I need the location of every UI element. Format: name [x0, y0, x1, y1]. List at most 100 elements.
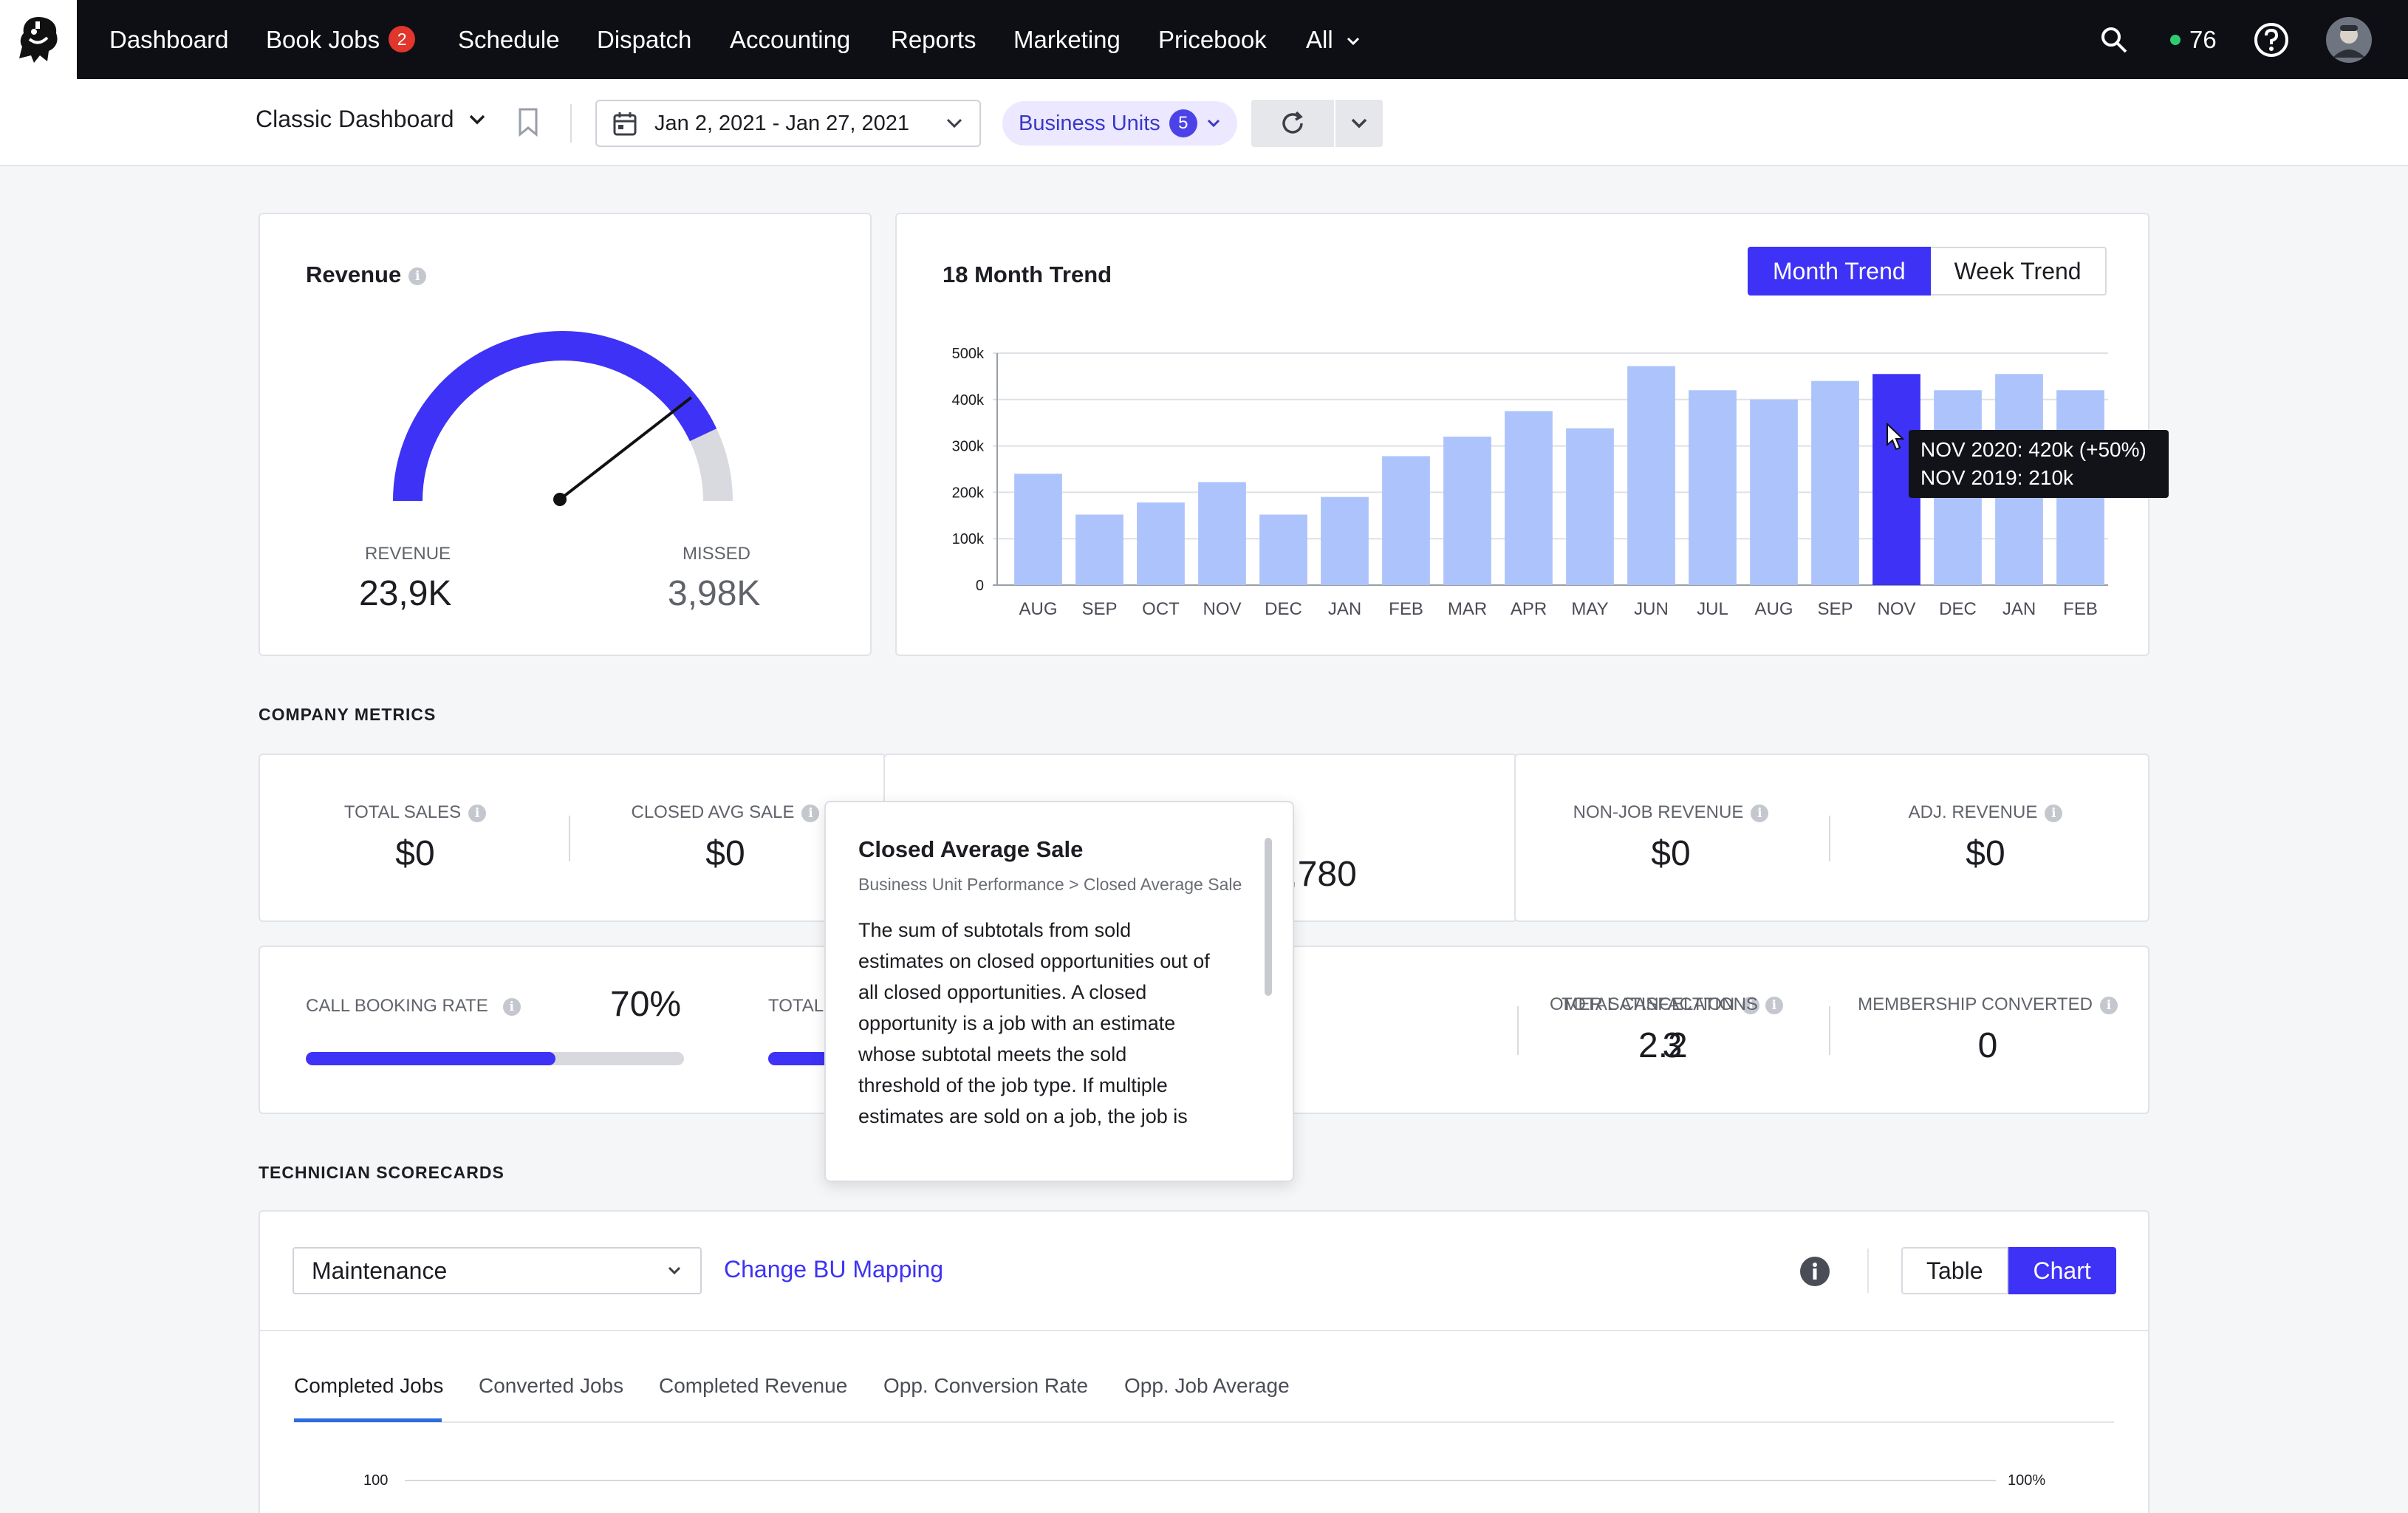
- logo-icon: [19, 16, 58, 63]
- help-icon: [2254, 22, 2288, 57]
- chart-bar[interactable]: [1689, 390, 1737, 585]
- metric-non-job-revenue: NON-JOB REVENUE i $0: [1530, 802, 1811, 874]
- metric-total-sales: TOTAL SALES i $0: [275, 802, 555, 874]
- chart-bar[interactable]: [1014, 474, 1062, 585]
- info-icon[interactable]: i: [801, 804, 820, 822]
- metric-divider: [569, 816, 570, 861]
- chart-bar[interactable]: [1198, 482, 1246, 585]
- x-tick-label: JUL: [1697, 599, 1728, 619]
- business-unit-select[interactable]: Maintenance: [293, 1247, 702, 1294]
- info-icon[interactable]: i: [408, 267, 427, 285]
- dashboard-toolbar: Classic Dashboard Jan 2, 2021 - Jan 27, …: [0, 79, 2408, 166]
- popover-line: The sum of subtotals from sold: [858, 919, 1132, 941]
- chart-bar[interactable]: [1075, 514, 1123, 585]
- chart-y-ticks: 0 100k 200k 300k 400k 500k: [952, 346, 985, 594]
- call-booking-rate-bar: [306, 1052, 684, 1065]
- refresh-button[interactable]: [1251, 100, 1334, 147]
- user-avatar[interactable]: [2325, 0, 2373, 79]
- avatar-icon: [2326, 16, 2372, 63]
- nav-marketing-label: Marketing: [1013, 26, 1121, 53]
- scorecard-chart-axis: 100 100%: [363, 1472, 2045, 1489]
- chart-bar[interactable]: [1382, 456, 1430, 585]
- x-tick-label: JAN: [1328, 599, 1361, 619]
- nav-dispatch[interactable]: Dispatch: [597, 0, 691, 79]
- x-tick-label: JUN: [1634, 599, 1669, 619]
- x-tick-label: MAR: [1448, 599, 1487, 619]
- metric-value: $0: [395, 834, 435, 873]
- chart-tooltip: NOV 2020: 420k (+50%) NOV 2019: 210k: [1909, 430, 2169, 498]
- y-tick-label: 400k: [952, 392, 985, 409]
- chart-bar[interactable]: [1505, 411, 1553, 586]
- popover-line: opportunity is a job with an estimate: [858, 1012, 1176, 1034]
- nav-marketing[interactable]: Marketing: [1013, 0, 1121, 79]
- tab-opp-job-average[interactable]: Opp. Job Average: [1124, 1374, 1290, 1397]
- search-button[interactable]: [2099, 0, 2129, 79]
- tab-completed-jobs[interactable]: Completed Jobs: [294, 1374, 444, 1397]
- dashboard-select[interactable]: Classic Dashboard: [256, 106, 487, 133]
- bookmark-icon: [519, 108, 538, 137]
- bookmark-button[interactable]: [516, 107, 541, 140]
- chart-bar[interactable]: [1321, 496, 1369, 585]
- business-units-count: 5: [1169, 109, 1197, 137]
- chart-bar[interactable]: [1566, 428, 1614, 585]
- nav-schedule[interactable]: Schedule: [458, 0, 560, 79]
- table-chart-toggle: Table Chart: [1901, 1247, 2116, 1294]
- tooltip-line-previous: NOV 2019: 210k: [1920, 466, 2074, 489]
- popover-breadcrumb: Business Unit Performance > Closed Avera…: [858, 875, 1242, 894]
- metric-adj-revenue: ADJ. REVENUE i $0: [1845, 802, 2126, 874]
- business-units-filter[interactable]: Business Units 5: [1002, 101, 1237, 146]
- metric-divider: [1517, 1006, 1519, 1055]
- chart-bar[interactable]: [1811, 380, 1859, 585]
- tab-completed-revenue[interactable]: Completed Revenue: [659, 1374, 848, 1397]
- active-tab-indicator: [294, 1418, 442, 1422]
- info-icon[interactable]: i: [468, 804, 487, 822]
- app-logo[interactable]: [0, 0, 77, 79]
- y-tick-label: 0: [976, 578, 984, 594]
- change-bu-mapping-link[interactable]: Change BU Mapping: [724, 1256, 944, 1283]
- chart-bar[interactable]: [1259, 514, 1307, 585]
- date-range-picker[interactable]: Jan 2, 2021 - Jan 27, 2021: [595, 100, 981, 147]
- x-tick-label: FEB: [2063, 599, 2098, 619]
- nav-pricebook[interactable]: Pricebook: [1158, 0, 1267, 79]
- info-icon[interactable]: i: [2045, 804, 2063, 822]
- axis-right-label: 100%: [2008, 1472, 2045, 1489]
- info-icon[interactable]: i: [1751, 804, 1769, 822]
- popover-scrollbar[interactable]: [1265, 838, 1272, 996]
- chart-bar[interactable]: [1627, 366, 1675, 585]
- revenue-card: Revenue i REVENUE 23,9K MISSED 3,98K: [259, 213, 872, 656]
- info-icon[interactable]: i: [502, 997, 521, 1016]
- nav-dispatch-label: Dispatch: [597, 26, 692, 53]
- nav-reports[interactable]: Reports: [891, 0, 976, 79]
- metric-membership-converted: MEMBERSHIP CONVERTED i 0: [1844, 994, 2132, 1066]
- metric-label: MEMBERSHIP CONVERTED: [1858, 994, 2093, 1014]
- nav-book-jobs[interactable]: Book Jobs 2: [266, 0, 416, 79]
- trend-card: 18 Month Trend Month Trend Week Trend 0 1…: [895, 213, 2169, 656]
- month-trend-button[interactable]: Month Trend: [1748, 247, 1931, 296]
- info-icon[interactable]: i: [1742, 996, 1760, 1014]
- y-tick-label: 500k: [952, 346, 985, 362]
- nav-accounting[interactable]: Accounting: [730, 0, 850, 79]
- help-button[interactable]: [2253, 0, 2290, 79]
- week-trend-button[interactable]: Week Trend: [1930, 247, 2107, 296]
- chart-view-button[interactable]: Chart: [2008, 1247, 2116, 1294]
- refresh-options-button[interactable]: [1335, 100, 1383, 147]
- chart-bar[interactable]: [1443, 437, 1491, 585]
- scorecard-tabs: Completed Jobs Converted Jobs Completed …: [294, 1368, 2114, 1423]
- tab-opp-conversion-rate[interactable]: Opp. Conversion Rate: [883, 1374, 1089, 1397]
- chart-bar[interactable]: [1137, 502, 1185, 585]
- nav-all[interactable]: All: [1306, 0, 1361, 79]
- nav-dashboard[interactable]: Dashboard: [109, 0, 228, 79]
- refresh-icon: [1282, 111, 1303, 134]
- x-tick-label: NOV: [1203, 599, 1241, 619]
- chevron-down-icon: [469, 115, 485, 124]
- scorecards-info-button[interactable]: [1799, 1256, 1830, 1291]
- table-view-button[interactable]: Table: [1901, 1247, 2008, 1294]
- call-booking-rate-value: 70%: [610, 985, 682, 1024]
- gauge-hub: [553, 493, 567, 506]
- x-tick-label: SEP: [1081, 599, 1117, 619]
- status-indicator[interactable]: 76: [2170, 0, 2217, 79]
- chart-bar[interactable]: [1750, 399, 1798, 585]
- info-icon[interactable]: i: [1765, 996, 1783, 1014]
- info-icon[interactable]: i: [2099, 996, 2118, 1014]
- tab-converted-jobs[interactable]: Converted Jobs: [479, 1374, 624, 1397]
